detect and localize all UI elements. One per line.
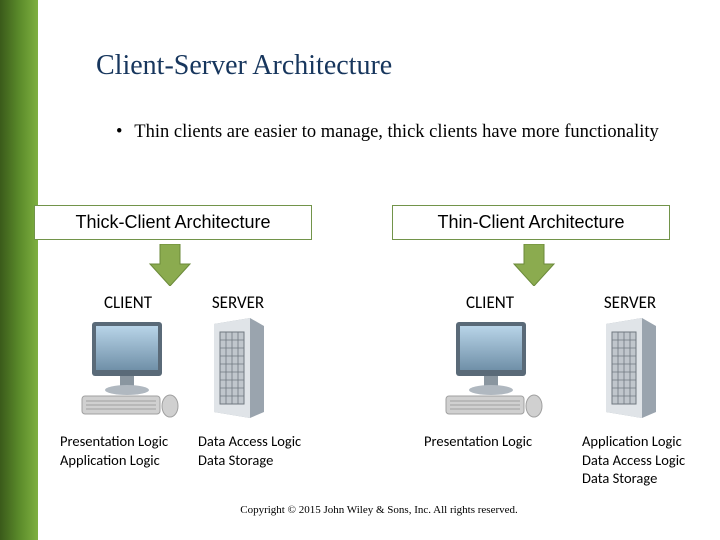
thin-client-logic: Presentation Logic <box>424 432 564 451</box>
accent-band <box>0 0 38 540</box>
logic-line: Application Logic <box>60 451 200 470</box>
bullet-dot: • <box>116 120 130 145</box>
bullet-item: • Thin clients are easier to manage, thi… <box>38 82 720 145</box>
thick-client-logic: Presentation Logic Application Logic <box>60 432 200 469</box>
slide-title: Client-Server Architecture <box>38 0 720 82</box>
logic-line: Application Logic <box>582 432 720 451</box>
copyright-footer: Copyright © 2015 John Wiley & Sons, Inc.… <box>38 504 720 516</box>
client-computer-icon <box>74 318 184 418</box>
slide-content: Client-Server Architecture • Thin client… <box>38 0 720 540</box>
client-label: CLIENT <box>450 292 530 313</box>
thick-server-logic: Data Access Logic Data Storage <box>198 432 338 469</box>
logic-line: Data Storage <box>198 451 338 470</box>
logic-line: Data Access Logic <box>582 451 720 470</box>
thin-client-box: Thin-Client Architecture <box>392 205 670 240</box>
server-tower-icon <box>598 318 660 418</box>
thick-client-box: Thick-Client Architecture <box>34 205 312 240</box>
client-label: CLIENT <box>88 292 168 313</box>
client-computer-icon <box>438 318 548 418</box>
server-label: SERVER <box>590 292 670 313</box>
hardware-graphics <box>38 318 720 428</box>
logic-line: Data Access Logic <box>198 432 338 451</box>
logic-line: Presentation Logic <box>60 432 200 451</box>
server-label: SERVER <box>198 292 278 313</box>
thin-server-logic: Application Logic Data Access Logic Data… <box>582 432 720 488</box>
arrow-down-icon <box>146 244 194 286</box>
bullet-text: Thin clients are easier to manage, thick… <box>134 122 659 142</box>
logic-line: Data Storage <box>582 469 720 488</box>
arrow-down-icon <box>510 244 558 286</box>
server-tower-icon <box>206 318 268 418</box>
logic-line: Presentation Logic <box>424 432 564 451</box>
